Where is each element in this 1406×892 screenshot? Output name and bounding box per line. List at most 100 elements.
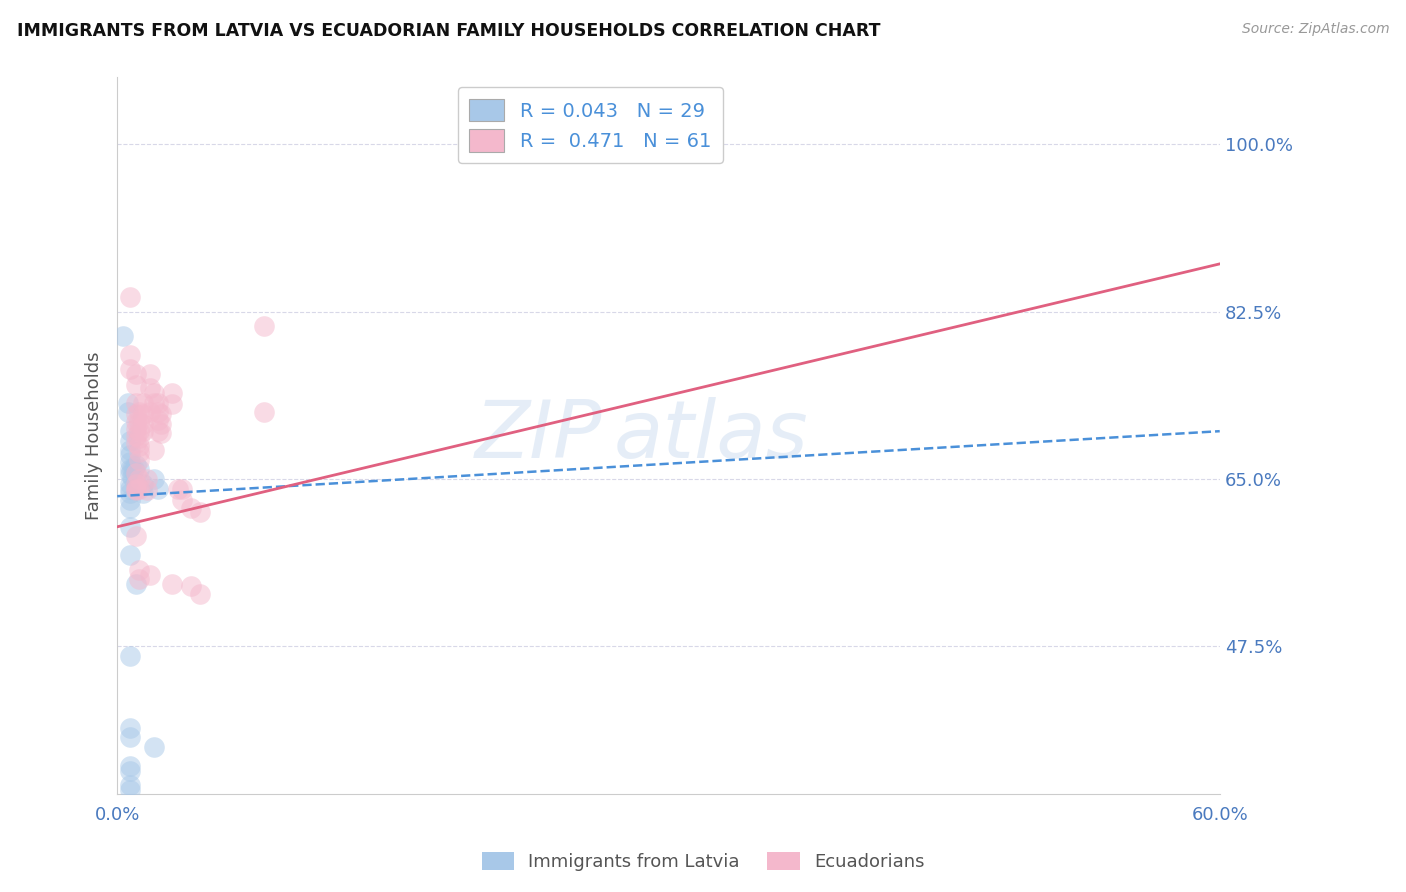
Point <box>118 482 141 496</box>
Point <box>118 462 141 476</box>
Point <box>128 482 150 496</box>
Point <box>121 470 143 484</box>
Point <box>118 500 141 515</box>
Point <box>146 424 169 438</box>
Point <box>118 764 141 778</box>
Point <box>139 367 162 381</box>
Point <box>118 348 141 362</box>
Point <box>118 467 141 482</box>
Point <box>118 486 141 500</box>
Point <box>142 395 165 409</box>
Text: IMMIGRANTS FROM LATVIA VS ECUADORIAN FAMILY HOUSEHOLDS CORRELATION CHART: IMMIGRANTS FROM LATVIA VS ECUADORIAN FAM… <box>17 22 880 40</box>
Point <box>132 424 155 438</box>
Point <box>117 395 139 409</box>
Point <box>128 405 150 419</box>
Point <box>121 462 143 476</box>
Point <box>122 462 145 476</box>
Point <box>188 505 211 519</box>
Point <box>150 426 173 441</box>
Point <box>146 482 169 496</box>
Point <box>124 415 146 429</box>
Point <box>118 362 141 376</box>
Point <box>150 417 173 431</box>
Point <box>124 429 146 443</box>
Point <box>139 567 162 582</box>
Point <box>124 467 146 481</box>
Point <box>124 577 146 591</box>
Point <box>180 500 202 515</box>
Text: Source: ZipAtlas.com: Source: ZipAtlas.com <box>1241 22 1389 37</box>
Point <box>135 472 157 486</box>
Point <box>132 476 155 491</box>
Point <box>128 573 150 587</box>
Point <box>124 458 146 472</box>
Point <box>132 417 155 431</box>
Point <box>124 367 146 381</box>
Point <box>150 407 173 421</box>
Point <box>253 318 276 333</box>
Point <box>118 520 141 534</box>
Point <box>135 483 157 498</box>
Point <box>170 482 193 496</box>
Legend: R = 0.043   N = 29, R =  0.471   N = 61: R = 0.043 N = 29, R = 0.471 N = 61 <box>458 87 723 163</box>
Point <box>124 483 146 498</box>
Point <box>128 462 150 476</box>
Point <box>111 328 134 343</box>
Point <box>162 386 184 401</box>
Point <box>118 493 141 508</box>
Point <box>118 455 141 469</box>
Point <box>657 132 679 146</box>
Point <box>146 413 169 427</box>
Point <box>117 405 139 419</box>
Text: 60.0%: 60.0% <box>1191 806 1249 824</box>
Point <box>118 443 141 458</box>
Point <box>118 476 141 491</box>
Point <box>132 486 155 500</box>
Point <box>128 424 150 438</box>
Point <box>146 405 169 419</box>
Point <box>124 529 146 543</box>
Point <box>124 482 146 496</box>
Point <box>124 422 146 436</box>
Point <box>128 438 150 452</box>
Point <box>166 482 188 496</box>
Point <box>118 721 141 735</box>
Point <box>118 290 141 304</box>
Point <box>128 563 150 577</box>
Point <box>180 579 202 593</box>
Point <box>142 472 165 486</box>
Point <box>118 549 141 563</box>
Point <box>118 782 141 797</box>
Point <box>128 431 150 445</box>
Point <box>132 395 155 409</box>
Point <box>142 443 165 458</box>
Point <box>162 577 184 591</box>
Point <box>118 648 141 663</box>
Point <box>118 759 141 773</box>
Point <box>128 453 150 467</box>
Point <box>118 778 141 792</box>
Point <box>124 407 146 421</box>
Point <box>142 386 165 401</box>
Point <box>124 395 146 409</box>
Point <box>162 397 184 411</box>
Point <box>128 415 150 429</box>
Point <box>132 407 155 421</box>
Point <box>146 395 169 409</box>
Point <box>118 448 141 462</box>
Point <box>253 405 276 419</box>
Point <box>188 587 211 601</box>
Point <box>139 381 162 395</box>
Point <box>118 424 141 438</box>
Point <box>118 434 141 448</box>
Point <box>128 445 150 459</box>
Point <box>170 493 193 508</box>
Point <box>124 476 146 491</box>
Text: atlas: atlas <box>613 397 808 475</box>
Point <box>139 405 162 419</box>
Legend: Immigrants from Latvia, Ecuadorians: Immigrants from Latvia, Ecuadorians <box>474 845 932 879</box>
Point <box>142 739 165 754</box>
Point <box>118 730 141 744</box>
Point <box>128 472 150 486</box>
Y-axis label: Family Households: Family Households <box>86 351 103 520</box>
